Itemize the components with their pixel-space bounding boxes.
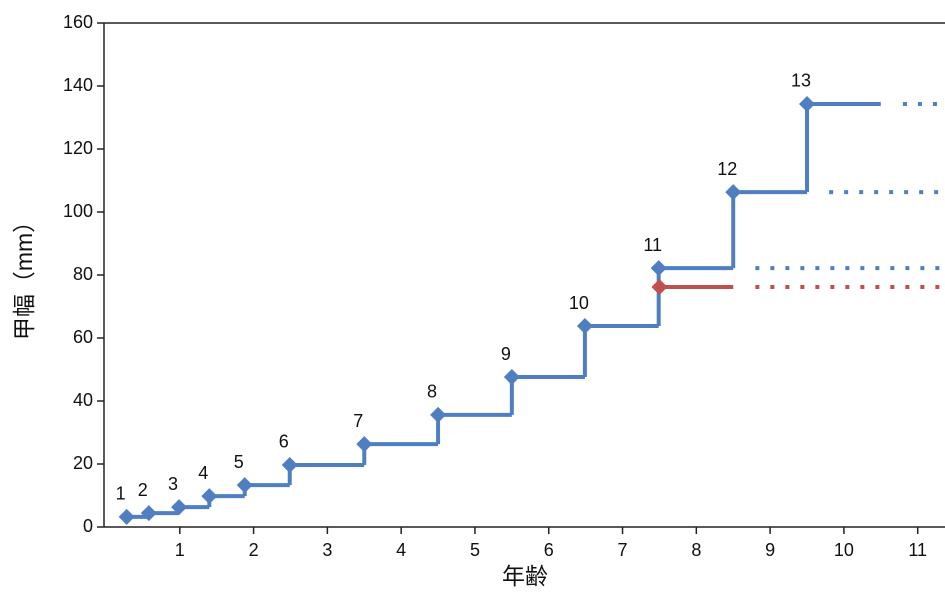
marker bbox=[651, 278, 668, 295]
x-tick-label: 5 bbox=[470, 540, 480, 560]
point-label: 12 bbox=[717, 159, 737, 179]
marker bbox=[281, 456, 298, 473]
marker bbox=[356, 436, 373, 453]
marker bbox=[503, 369, 520, 386]
y-tick-label: 120 bbox=[63, 138, 93, 158]
x-tick-label: 9 bbox=[765, 540, 775, 560]
x-tick-label: 6 bbox=[544, 540, 554, 560]
y-tick-label: 60 bbox=[73, 327, 93, 347]
point-label: 7 bbox=[353, 411, 363, 431]
marker bbox=[118, 508, 135, 525]
y-axis-title: 甲幅（mm） bbox=[11, 210, 37, 340]
y-tick-label: 40 bbox=[73, 390, 93, 410]
point-label: 9 bbox=[501, 344, 511, 364]
point-label: 2 bbox=[138, 480, 148, 500]
marker bbox=[201, 488, 218, 505]
point-label: 10 bbox=[569, 293, 589, 313]
marker bbox=[576, 318, 593, 335]
y-tick-label: 140 bbox=[63, 75, 93, 95]
point-label: 1 bbox=[116, 484, 126, 504]
point-label: 3 bbox=[168, 474, 178, 494]
point-label: 13 bbox=[791, 71, 811, 91]
y-tick-label: 0 bbox=[83, 516, 93, 536]
y-tick-label: 80 bbox=[73, 264, 93, 284]
marker bbox=[799, 95, 816, 112]
x-axis-title: 年齢 bbox=[502, 563, 548, 589]
marker bbox=[725, 184, 742, 201]
point-label: 6 bbox=[279, 432, 289, 452]
marker bbox=[650, 260, 667, 277]
y-tick-label: 100 bbox=[63, 201, 93, 221]
x-tick-label: 1 bbox=[175, 540, 185, 560]
marker bbox=[140, 505, 157, 522]
point-label: 11 bbox=[643, 235, 662, 255]
marker bbox=[236, 477, 253, 494]
marker bbox=[430, 406, 447, 423]
marker bbox=[171, 499, 188, 516]
x-tick-label: 8 bbox=[691, 540, 701, 560]
x-tick-label: 3 bbox=[322, 540, 332, 560]
x-tick-label: 10 bbox=[834, 540, 854, 560]
point-label: 4 bbox=[198, 463, 208, 483]
x-tick-label: 4 bbox=[396, 540, 406, 560]
x-tick-label: 2 bbox=[249, 540, 259, 560]
y-tick-label: 160 bbox=[63, 12, 93, 32]
point-label: 5 bbox=[234, 452, 244, 472]
point-label: 8 bbox=[427, 382, 437, 402]
x-tick-label: 11 bbox=[908, 540, 927, 560]
x-tick-label: 7 bbox=[618, 540, 628, 560]
y-tick-label: 20 bbox=[73, 453, 93, 473]
